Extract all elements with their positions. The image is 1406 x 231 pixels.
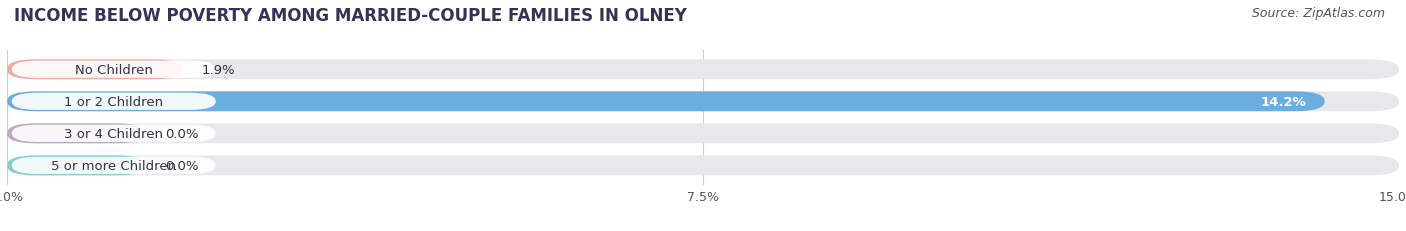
Text: 14.2%: 14.2% — [1260, 95, 1306, 108]
FancyBboxPatch shape — [7, 92, 1324, 112]
FancyBboxPatch shape — [7, 156, 1399, 176]
Text: 0.0%: 0.0% — [165, 159, 198, 172]
Text: 5 or more Children: 5 or more Children — [51, 159, 176, 172]
FancyBboxPatch shape — [7, 92, 1399, 112]
FancyBboxPatch shape — [7, 60, 183, 80]
FancyBboxPatch shape — [7, 156, 146, 176]
Text: 1.9%: 1.9% — [202, 64, 236, 76]
Text: 1 or 2 Children: 1 or 2 Children — [65, 95, 163, 108]
FancyBboxPatch shape — [11, 125, 217, 142]
Text: No Children: No Children — [75, 64, 153, 76]
FancyBboxPatch shape — [11, 93, 217, 110]
Text: 0.0%: 0.0% — [165, 127, 198, 140]
FancyBboxPatch shape — [7, 60, 1399, 80]
Text: Source: ZipAtlas.com: Source: ZipAtlas.com — [1251, 7, 1385, 20]
FancyBboxPatch shape — [7, 124, 1399, 144]
Text: 3 or 4 Children: 3 or 4 Children — [65, 127, 163, 140]
FancyBboxPatch shape — [7, 124, 146, 144]
FancyBboxPatch shape — [11, 61, 217, 79]
FancyBboxPatch shape — [11, 157, 217, 174]
Text: INCOME BELOW POVERTY AMONG MARRIED-COUPLE FAMILIES IN OLNEY: INCOME BELOW POVERTY AMONG MARRIED-COUPL… — [14, 7, 688, 25]
